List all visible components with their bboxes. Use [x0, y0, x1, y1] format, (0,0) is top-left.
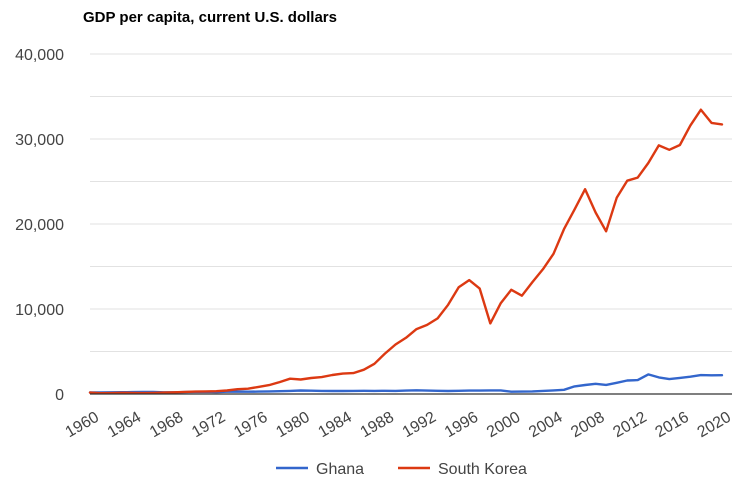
x-tick-label: 1984 — [315, 409, 354, 442]
y-axis-ticks: 0 10,000 20,000 30,000 40,000 — [15, 47, 64, 404]
x-tick-label: 2008 — [568, 409, 607, 442]
legend-label: South Korea — [438, 461, 527, 478]
y-tick-label: 30,000 — [15, 132, 64, 149]
series-line-south-korea — [88, 108, 724, 395]
x-tick-label: 1988 — [358, 409, 397, 442]
x-tick-label: 1980 — [273, 409, 312, 442]
x-tick-label: 1976 — [231, 409, 270, 442]
y-tick-label: 20,000 — [15, 217, 64, 234]
x-tick-label: 1996 — [442, 409, 481, 442]
x-tick-label: 1964 — [105, 409, 144, 442]
legend-label: Ghana — [316, 461, 364, 478]
legend-item-ghana[interactable]: Ghana — [276, 461, 364, 478]
x-tick-label: 1968 — [147, 409, 186, 442]
y-tick-label: 10,000 — [15, 302, 64, 319]
chart-title: GDP per capita, current U.S. dollars — [83, 9, 337, 26]
y-tick-label: 40,000 — [15, 47, 64, 64]
legend-item-south-korea[interactable]: South Korea — [398, 461, 527, 478]
y-tick-label: 0 — [55, 387, 64, 404]
series-lines — [88, 108, 724, 395]
x-tick-label: 2020 — [695, 409, 734, 442]
x-axis-ticks: 1960 1964 1968 1972 1976 1980 1984 1988 1992 1996… — [63, 409, 734, 442]
legend[interactable]: Ghana South Korea — [276, 461, 527, 478]
x-tick-label: 1960 — [63, 409, 102, 442]
x-tick-label: 2012 — [610, 409, 649, 442]
x-tick-label: 2004 — [526, 409, 565, 442]
x-tick-label: 1972 — [189, 409, 228, 442]
x-tick-label: 1992 — [400, 409, 439, 442]
gridlines — [90, 53, 732, 352]
x-tick-label: 2016 — [653, 409, 692, 442]
x-tick-label: 2000 — [484, 409, 523, 442]
series-line-ghana — [88, 373, 724, 394]
